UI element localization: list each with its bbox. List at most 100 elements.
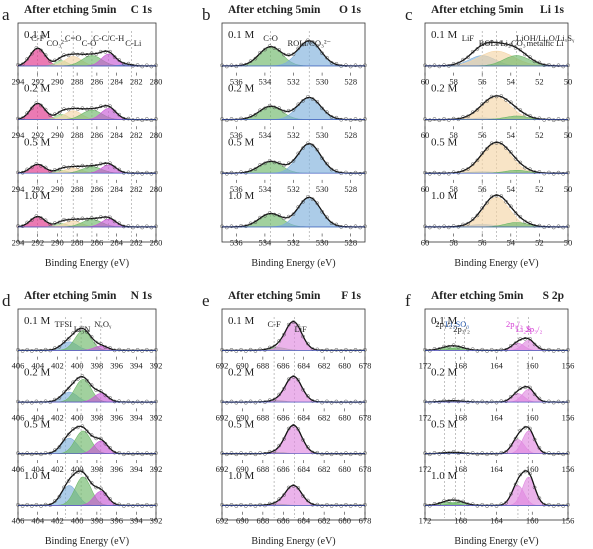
data-point <box>446 399 451 404</box>
data-point <box>437 118 442 123</box>
spectrum-1: 0.2 M 294 292 290 288 286 284 282 280 <box>12 83 163 141</box>
data-point <box>305 341 310 346</box>
data-point <box>315 502 320 507</box>
data-point <box>144 502 149 507</box>
data-point <box>94 216 99 221</box>
data-point <box>234 349 239 353</box>
data-point <box>358 400 363 405</box>
data-point <box>305 141 310 146</box>
data-point <box>16 170 20 175</box>
data-point <box>556 347 561 352</box>
panel-region: Li 1s <box>540 4 564 16</box>
data-point <box>291 320 296 324</box>
data-point <box>258 108 262 113</box>
data-point <box>25 167 30 172</box>
data-point <box>131 349 135 353</box>
data-point <box>466 221 470 226</box>
data-point <box>98 486 103 491</box>
tick-label: 172 <box>419 516 432 526</box>
data-point <box>470 217 475 222</box>
data-point <box>52 448 57 453</box>
data-point <box>485 200 489 205</box>
data-point <box>494 452 499 457</box>
data-point <box>437 64 442 69</box>
spectrum-1: 0.2 M 536 534 532 530 528 <box>220 83 367 140</box>
tick-label: 284 <box>110 184 124 194</box>
tick-label: 686 <box>277 361 290 371</box>
data-point <box>301 98 305 103</box>
data-point <box>286 377 291 382</box>
tick-label: 406 <box>12 361 25 371</box>
data-point <box>149 64 154 69</box>
data-point <box>348 225 353 230</box>
data-point <box>423 347 427 352</box>
peak-label: 2p₃/₂ <box>526 324 543 334</box>
data-point <box>325 399 329 404</box>
data-point <box>325 215 329 220</box>
data-point <box>103 215 108 220</box>
data-point <box>480 347 485 352</box>
data-point <box>267 44 272 48</box>
tick-label: 394 <box>130 412 144 422</box>
peak-label: ROLi/CO₃²⁻ <box>287 38 331 48</box>
tick-label: 54 <box>507 184 516 194</box>
data-point <box>291 375 296 379</box>
tick-label: 52 <box>535 238 544 248</box>
data-point <box>48 169 53 173</box>
data-point <box>263 213 267 218</box>
data-point <box>451 449 456 454</box>
data-point <box>542 225 547 230</box>
data-point <box>234 452 239 457</box>
data-point <box>140 504 145 508</box>
data-point <box>489 347 494 352</box>
tick-label: 54 <box>507 238 516 248</box>
data-point <box>126 224 131 228</box>
data-point <box>267 158 272 163</box>
data-point <box>248 502 253 507</box>
data-point <box>523 112 527 117</box>
tick-label: 284 <box>110 238 124 248</box>
data-point <box>480 42 485 47</box>
data-point <box>154 451 158 455</box>
data-point <box>561 118 566 123</box>
data-point <box>489 94 494 99</box>
tick-label: 392 <box>150 516 163 526</box>
data-point <box>547 117 551 121</box>
data-point <box>258 50 262 55</box>
tick-label: 536 <box>230 77 243 87</box>
data-point <box>89 480 94 485</box>
data-point <box>310 143 315 148</box>
peak-label: C-Li <box>125 38 142 48</box>
data-point <box>34 46 39 50</box>
peak-label: 2p₁/₂ <box>506 319 523 329</box>
data-point <box>556 63 561 68</box>
data-point <box>66 165 71 170</box>
data-point <box>296 151 301 156</box>
data-point <box>305 95 310 99</box>
tick-label: 400 <box>71 464 84 474</box>
data-point <box>363 347 367 352</box>
data-point <box>277 160 282 165</box>
tick-label: 56 <box>478 238 487 248</box>
data-point <box>258 347 262 352</box>
data-point <box>140 452 145 457</box>
data-point <box>66 386 71 391</box>
data-point <box>121 61 126 66</box>
data-point <box>62 53 66 57</box>
tick-label: 678 <box>359 464 372 474</box>
data-point <box>532 224 537 228</box>
data-point <box>329 349 334 353</box>
data-point <box>489 141 494 146</box>
data-point <box>253 504 258 508</box>
data-point <box>551 118 556 123</box>
tick-label: 530 <box>316 184 329 194</box>
data-point <box>39 504 43 508</box>
data-point <box>243 504 248 508</box>
data-point <box>508 100 513 105</box>
data-point <box>508 394 513 399</box>
data-point <box>39 163 43 168</box>
data-point <box>513 105 518 110</box>
tick-label: 56 <box>478 77 487 87</box>
data-point <box>71 331 76 335</box>
data-point <box>121 349 126 353</box>
